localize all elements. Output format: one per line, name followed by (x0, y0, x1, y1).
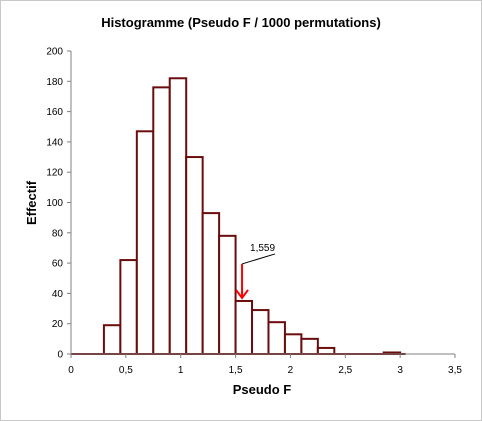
y-tick-label: 180 (46, 77, 63, 88)
histogram-bar (119, 259, 138, 356)
histogram-bar (135, 130, 155, 355)
y-tick-label: 80 (52, 228, 64, 239)
axes-group: 0 20 40 60 80 100 120 140 160 180 200 0 0,5 1 1,5 2 2,5 3… (46, 47, 462, 377)
x-tick-label: 3 (397, 365, 403, 376)
histogram-bar (234, 299, 254, 356)
histogram-bar (201, 212, 221, 355)
annotation-leader-line (241, 253, 276, 265)
y-tick-label: 20 (52, 319, 64, 330)
x-tick-label: 1 (178, 365, 184, 376)
x-tick-label: 0,5 (119, 365, 133, 376)
y-tick-label: 100 (46, 198, 63, 209)
y-tick-label: 140 (46, 137, 63, 148)
x-tick-label: 0 (68, 365, 74, 376)
histogram-bar (300, 337, 319, 356)
annotation-group: 1,559 (235, 243, 276, 300)
chart-title: Histogramme (Pseudo F / 1000 permutation… (101, 15, 381, 30)
histogram-bar (316, 346, 336, 356)
x-tick-label: 2 (288, 365, 294, 376)
y-tick-label: 40 (52, 289, 64, 300)
y-tick-label: 0 (57, 350, 63, 361)
annotation-label: 1,559 (250, 243, 275, 254)
bars-group (71, 77, 406, 356)
x-tick-label: 3,5 (448, 365, 462, 376)
histogram-bar (168, 77, 188, 356)
histogram-bar (283, 333, 303, 355)
histogram-bar (251, 309, 270, 356)
histogram-bar (267, 321, 286, 355)
x-tick-label: 1,5 (229, 365, 243, 376)
histogram-bar (102, 324, 122, 355)
histogram-bar (185, 156, 204, 355)
y-tick-label: 200 (46, 47, 63, 58)
histogram-bar (218, 234, 237, 355)
x-axis-label: Pseudo F (233, 382, 292, 397)
annotation-arrow-head (235, 289, 249, 300)
y-axis-label: Effectif (24, 180, 39, 225)
y-tick-label: 160 (46, 107, 63, 118)
y-tick-label: 120 (46, 168, 63, 179)
y-tick-label: 60 (52, 259, 64, 270)
histogram-bar (152, 86, 171, 356)
x-tick-label: 2,5 (338, 365, 352, 376)
